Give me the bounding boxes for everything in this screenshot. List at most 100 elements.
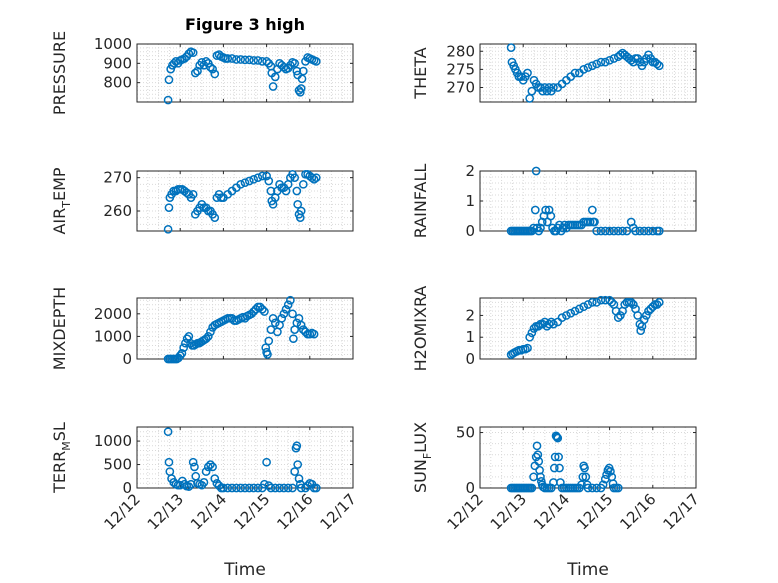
- data-point: [529, 324, 539, 333]
- y-tick-label: 0: [465, 479, 475, 497]
- data-point: [277, 313, 287, 323]
- y-tick-label: 500: [103, 456, 132, 474]
- data-point: [296, 84, 306, 93]
- data-point: [613, 483, 623, 493]
- data-points: [163, 427, 321, 493]
- data-point: [549, 83, 558, 92]
- y-tick-label: 0: [122, 479, 132, 497]
- data-point: [605, 295, 614, 305]
- data-point: [232, 483, 241, 493]
- data-point: [244, 176, 254, 186]
- data-point: [164, 75, 174, 85]
- y-tick-label: 2: [465, 162, 475, 180]
- data-point: [581, 472, 591, 482]
- data-point: [249, 174, 258, 184]
- y-tick-label: 800: [103, 74, 132, 92]
- x-axis-label-left: Time: [223, 560, 266, 580]
- y-tick-label: 2: [465, 306, 475, 324]
- data-point: [293, 199, 303, 209]
- data-point: [290, 173, 300, 183]
- data-point: [253, 483, 263, 493]
- data-point: [530, 205, 540, 215]
- data-point: [288, 483, 297, 493]
- data-point: [223, 483, 233, 493]
- x-tick-label: 12/16: [616, 490, 659, 533]
- data-point: [260, 479, 269, 489]
- data-point: [554, 452, 563, 462]
- data-point: [184, 482, 194, 491]
- data-point: [279, 483, 289, 493]
- data-point: [240, 178, 250, 188]
- data-point: [525, 332, 535, 342]
- data-point: [553, 433, 563, 443]
- data-point: [293, 460, 303, 469]
- data-point: [309, 329, 319, 339]
- data-point: [579, 65, 589, 74]
- data-point: [247, 309, 256, 319]
- data-point: [309, 174, 319, 184]
- data-point: [219, 483, 228, 493]
- data-point: [179, 343, 189, 353]
- data-points: [163, 295, 319, 364]
- data-point: [260, 307, 269, 316]
- data-point: [188, 48, 198, 58]
- data-point: [592, 226, 601, 236]
- data-point: [199, 478, 209, 487]
- data-point: [596, 295, 606, 305]
- y-axis-label: TERRMSL: [50, 422, 73, 494]
- data-point: [249, 483, 258, 493]
- y-tick-label: 270: [446, 79, 475, 97]
- x-tick-label: 12/15: [230, 490, 273, 533]
- axes-frame: [136, 170, 354, 232]
- data-point: [546, 211, 556, 221]
- data-point: [592, 483, 601, 493]
- data-point: [639, 315, 649, 325]
- data-point: [262, 57, 271, 66]
- data-point: [531, 452, 541, 462]
- data-point: [206, 327, 215, 337]
- data-point: [553, 317, 563, 327]
- data-point: [600, 226, 610, 236]
- data-point: [644, 306, 653, 316]
- data-point: [249, 307, 258, 316]
- data-point: [275, 483, 284, 493]
- data-point: [253, 56, 263, 65]
- data-point: [201, 57, 211, 66]
- data-point: [180, 54, 189, 63]
- x-tick-label: 12/15: [573, 490, 616, 533]
- data-point: [523, 68, 532, 78]
- y-axis-label: SUNFLUX: [411, 422, 434, 493]
- data-point: [236, 179, 246, 189]
- data-point: [296, 206, 306, 216]
- data-point: [290, 58, 300, 68]
- grid: [137, 298, 353, 360]
- data-point: [163, 427, 173, 437]
- data-point: [636, 326, 646, 336]
- y-tick-label: 50: [456, 424, 475, 442]
- data-point: [536, 223, 545, 233]
- data-point: [609, 226, 619, 236]
- data-point: [203, 332, 213, 341]
- data-point: [607, 298, 617, 307]
- data-point: [298, 179, 308, 189]
- data-point: [286, 295, 295, 305]
- y-tick-label: 1: [465, 328, 475, 346]
- data-point: [646, 304, 655, 314]
- data-point: [240, 483, 250, 493]
- data-point: [583, 483, 593, 493]
- data-point: [652, 59, 662, 69]
- data-point: [600, 57, 610, 67]
- y-tick-label: 1: [465, 192, 475, 210]
- data-point: [629, 300, 638, 309]
- data-point: [236, 55, 246, 64]
- data-point: [311, 173, 321, 183]
- h2omixra-axes: 0 1 2 H2OMIXRA: [411, 286, 697, 371]
- data-point: [580, 463, 589, 473]
- data-point: [605, 55, 614, 65]
- y-tick-label: 2000: [94, 305, 132, 323]
- data-point: [188, 189, 198, 199]
- data-point: [292, 318, 302, 328]
- data-points: [506, 295, 664, 359]
